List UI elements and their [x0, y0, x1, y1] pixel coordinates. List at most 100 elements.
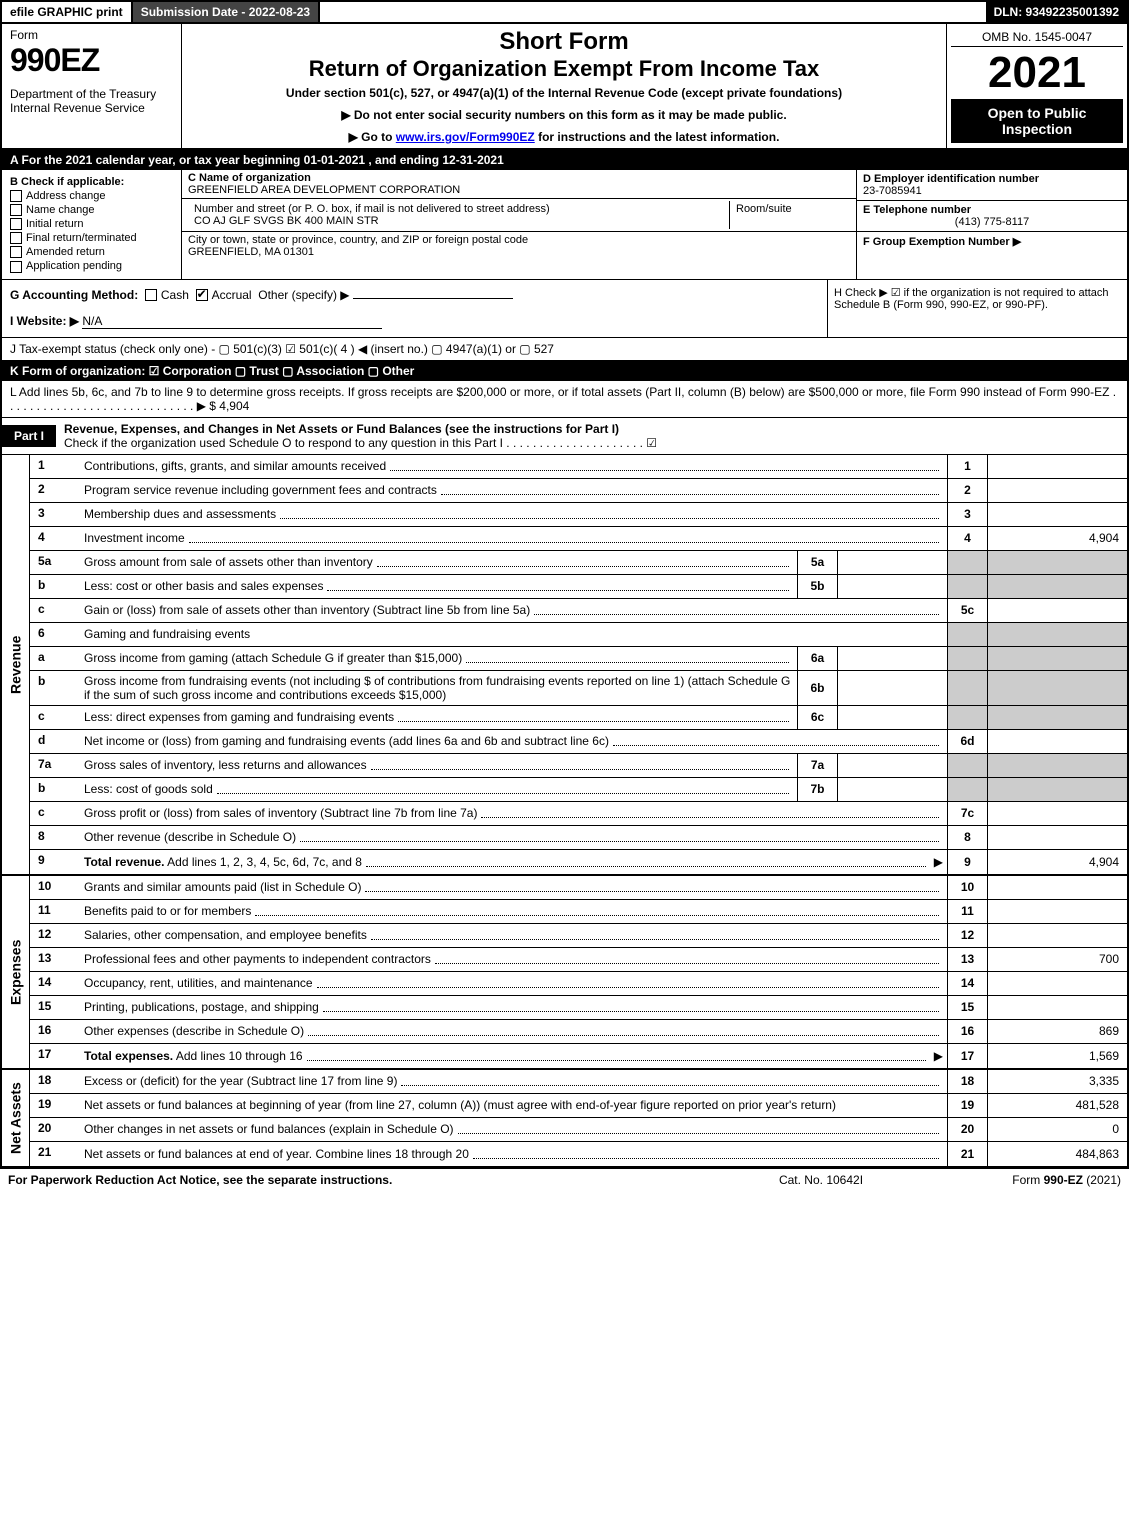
right-line-number: 8	[947, 826, 987, 849]
right-line-number: 14	[947, 972, 987, 995]
checkbox-final-return[interactable]: Final return/terminated	[10, 232, 173, 244]
mini-line-number: 6b	[797, 671, 837, 705]
footer-left: For Paperwork Reduction Act Notice, see …	[8, 1173, 721, 1187]
line-description: Salaries, other compensation, and employ…	[80, 924, 947, 947]
line-description: Total expenses. Add lines 10 through 16▶	[80, 1044, 947, 1068]
table-row: cGross profit or (loss) from sales of in…	[30, 802, 1127, 826]
right-line-number: 3	[947, 503, 987, 526]
right-line-value	[987, 996, 1127, 1019]
mini-line-value	[837, 671, 947, 705]
mini-line-number: 6c	[797, 706, 837, 729]
line-j: J Tax-exempt status (check only one) - ▢…	[0, 338, 1129, 361]
efile-label[interactable]: efile GRAPHIC print	[2, 2, 133, 22]
table-row: aGross income from gaming (attach Schedu…	[30, 647, 1127, 671]
form-title-2: Return of Organization Exempt From Incom…	[192, 56, 936, 82]
right-line-value	[987, 826, 1127, 849]
part-1-label: Part I	[2, 425, 56, 447]
org-name-value: GREENFIELD AREA DEVELOPMENT CORPORATION	[188, 184, 460, 196]
line-description: Benefits paid to or for members	[80, 900, 947, 923]
section-b: B Check if applicable: Address change Na…	[2, 170, 182, 279]
right-line-value	[987, 730, 1127, 753]
line-description: Less: direct expenses from gaming and fu…	[80, 706, 797, 729]
topbar-spacer	[320, 2, 985, 22]
ein-value: 23-7085941	[863, 185, 922, 197]
mini-line-value	[837, 778, 947, 801]
right-line-value: 3,335	[987, 1070, 1127, 1093]
form-number: 990EZ	[10, 42, 173, 79]
line-number: b	[30, 778, 80, 801]
mini-line-value	[837, 706, 947, 729]
mini-line-number: 7b	[797, 778, 837, 801]
right-line-number	[947, 778, 987, 801]
expenses-block: Expenses 10Grants and similar amounts pa…	[0, 876, 1129, 1070]
checkbox-initial-return[interactable]: Initial return	[10, 218, 173, 230]
table-row: cLess: direct expenses from gaming and f…	[30, 706, 1127, 730]
right-line-number: 10	[947, 876, 987, 899]
right-line-value	[987, 503, 1127, 526]
line-number: 8	[30, 826, 80, 849]
section-b-label: B Check if applicable:	[10, 176, 173, 188]
right-line-value	[987, 972, 1127, 995]
right-line-number: 2	[947, 479, 987, 502]
phone-label: E Telephone number	[863, 204, 971, 216]
dln-label: DLN: 93492235001392	[986, 2, 1127, 22]
mini-line-value	[837, 647, 947, 670]
right-line-number: 7c	[947, 802, 987, 825]
ein-cell: D Employer identification number 23-7085…	[857, 170, 1127, 201]
right-line-value	[987, 479, 1127, 502]
header-center: Short Form Return of Organization Exempt…	[182, 24, 947, 148]
line-k: K Form of organization: ☑ Corporation ▢ …	[0, 361, 1129, 381]
phone-cell: E Telephone number (413) 775-8117	[857, 201, 1127, 232]
line-description: Less: cost or other basis and sales expe…	[80, 575, 797, 598]
right-line-value: 1,569	[987, 1044, 1127, 1068]
checkbox-amended-return[interactable]: Amended return	[10, 246, 173, 258]
line-number: 17	[30, 1044, 80, 1068]
page-footer: For Paperwork Reduction Act Notice, see …	[0, 1168, 1129, 1191]
inspection-label: Open to Public Inspection	[951, 99, 1123, 143]
right-line-number: 19	[947, 1094, 987, 1117]
line-description: Gaming and fundraising events	[80, 623, 947, 646]
table-row: 9Total revenue. Add lines 1, 2, 3, 4, 5c…	[30, 850, 1127, 874]
line-description: Professional fees and other payments to …	[80, 948, 947, 971]
checkbox-name-change[interactable]: Name change	[10, 204, 173, 216]
line-description: Total revenue. Add lines 1, 2, 3, 4, 5c,…	[80, 850, 947, 874]
line-description: Other revenue (describe in Schedule O)	[80, 826, 947, 849]
table-row: 6Gaming and fundraising events	[30, 623, 1127, 647]
section-c: C Name of organization GREENFIELD AREA D…	[182, 170, 857, 279]
mini-line-number: 5a	[797, 551, 837, 574]
checkbox-application-pending[interactable]: Application pending	[10, 260, 173, 272]
org-name-cell: C Name of organization GREENFIELD AREA D…	[182, 170, 856, 199]
city-cell: City or town, state or province, country…	[182, 232, 856, 260]
right-line-number: 15	[947, 996, 987, 1019]
line-description: Other changes in net assets or fund bala…	[80, 1118, 947, 1141]
table-row: 16Other expenses (describe in Schedule O…	[30, 1020, 1127, 1044]
right-line-value	[987, 900, 1127, 923]
form-subtitle: Under section 501(c), 527, or 4947(a)(1)…	[192, 86, 936, 100]
checkbox-accrual[interactable]	[196, 289, 208, 301]
table-row: 11Benefits paid to or for members11	[30, 900, 1127, 924]
checkbox-address-change[interactable]: Address change	[10, 190, 173, 202]
right-line-value	[987, 599, 1127, 622]
part-1-title: Revenue, Expenses, and Changes in Net As…	[56, 418, 1127, 454]
table-row: 19Net assets or fund balances at beginni…	[30, 1094, 1127, 1118]
section-def: D Employer identification number 23-7085…	[857, 170, 1127, 279]
right-line-number: 12	[947, 924, 987, 947]
line-description: Program service revenue including govern…	[80, 479, 947, 502]
right-line-value	[987, 623, 1127, 646]
department-label: Department of the Treasury Internal Reve…	[10, 87, 173, 115]
line-number: 20	[30, 1118, 80, 1141]
checkbox-cash[interactable]	[145, 289, 157, 301]
row-gh: G Accounting Method: Cash Accrual Other …	[0, 280, 1129, 338]
line-description: Net assets or fund balances at beginning…	[80, 1094, 947, 1117]
right-line-number	[947, 754, 987, 777]
right-line-number: 18	[947, 1070, 987, 1093]
line-description: Gross sales of inventory, less returns a…	[80, 754, 797, 777]
mini-line-value	[837, 754, 947, 777]
table-row: bLess: cost or other basis and sales exp…	[30, 575, 1127, 599]
right-line-number: 21	[947, 1142, 987, 1166]
right-line-value	[987, 706, 1127, 729]
omb-number: OMB No. 1545-0047	[951, 28, 1123, 47]
irs-link[interactable]: www.irs.gov/Form990EZ	[396, 130, 535, 144]
line-number: c	[30, 802, 80, 825]
line-number: 18	[30, 1070, 80, 1093]
